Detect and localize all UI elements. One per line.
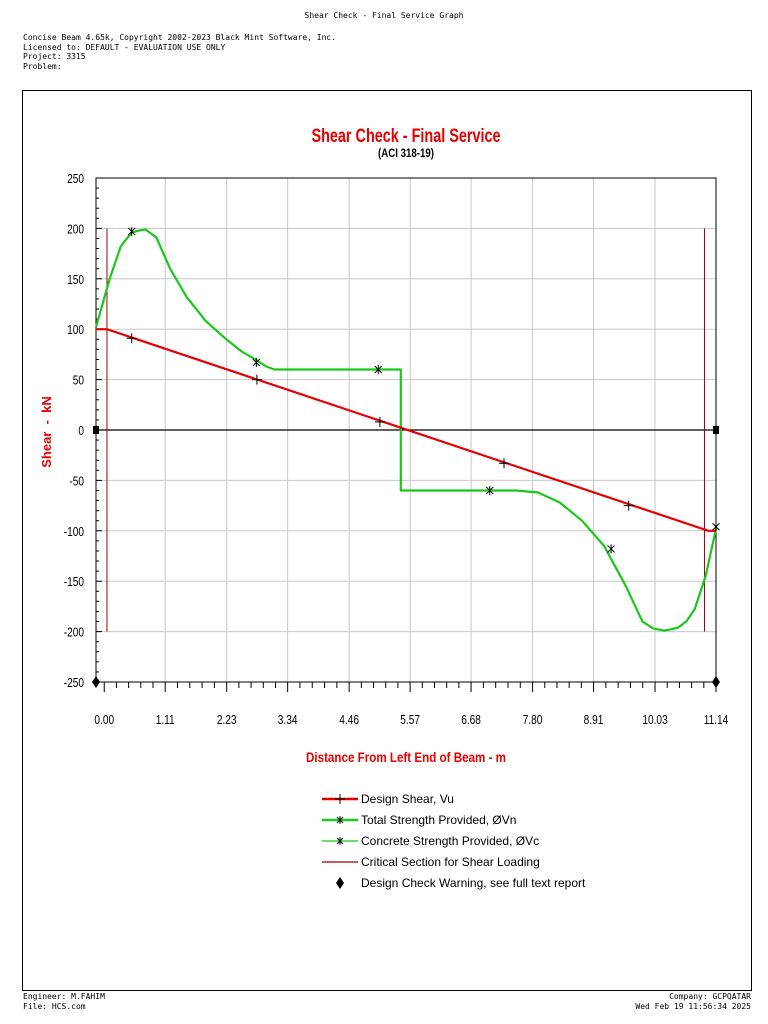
- total-strength-marker: [252, 357, 261, 367]
- design-shear-line: [96, 328, 716, 532]
- legend-label-design-warning: Design Check Warning, see full text repo…: [361, 875, 586, 890]
- y-tick-labels: 250 200 150 100 50 0 -50 -100 -150 -200 -250: [64, 172, 85, 690]
- x-tick-label: 10.03: [642, 713, 667, 727]
- x-tick-label: 5.57: [400, 713, 420, 727]
- legend-swatch-design-shear: [322, 793, 358, 804]
- header-info: Concise Beam 4.65k, Copyright 2002-2023 …: [23, 33, 336, 71]
- date-line: Wed Feb 19 11:56:34 2025: [635, 1001, 751, 1011]
- y-tick-label: -150: [64, 575, 85, 589]
- file-line: File: HCS.com: [23, 1001, 86, 1011]
- total-strength-marker: [712, 522, 720, 532]
- design-shear-marker: [126, 333, 137, 344]
- chart-title: Shear Check - Final Service: [312, 126, 501, 147]
- legend-label-concrete-strength: Concrete Strength Provided, ØVc: [361, 833, 540, 848]
- series: [94, 228, 718, 632]
- zero-line-end-left: [93, 426, 99, 434]
- design-shear-marker: [623, 500, 634, 511]
- copyright-line: Concise Beam 4.65k, Copyright 2002-2023 …: [23, 33, 337, 42]
- legend-swatch-design-warning: [336, 876, 344, 889]
- y-tick-label: 250: [67, 172, 84, 186]
- company-line: Company: GCPQATAR: [669, 992, 751, 1001]
- total-strength-marker: [607, 544, 615, 554]
- x-tick-label: 3.34: [278, 713, 298, 727]
- x-tick-label: 0.00: [94, 713, 114, 727]
- axes: [93, 177, 719, 692]
- x-axis-label: Distance From Left End of Beam - m: [306, 749, 506, 765]
- legend-label-design-shear: Design Shear, Vu: [361, 791, 454, 806]
- total-strength-marker: [127, 226, 136, 236]
- x-tick-label: 7.80: [523, 713, 543, 727]
- design-shear-marker: [499, 458, 510, 469]
- legend-label-critical-section: Critical Section for Shear Loading: [361, 854, 540, 869]
- x-tick-labels: 0.00 1.11 2.23 3.34 4.46 5.57 6.68 7.80 8.91 10.0…: [94, 713, 728, 727]
- y-tick-label: 0: [78, 424, 84, 438]
- document-title: Shear Check - Final Service Graph: [304, 11, 464, 20]
- design-warning-marker: [92, 676, 100, 688]
- markers: [92, 226, 720, 688]
- legend-swatch-total-strength: [322, 815, 358, 824]
- chart-frame: [22, 90, 752, 991]
- zero-line-end-right: [713, 426, 719, 434]
- legend-item-design-shear: Design Shear, Vu: [320, 788, 585, 809]
- legend-swatch-critical-section: [322, 860, 358, 863]
- y-tick-label: -100: [64, 525, 85, 539]
- y-tick-label: 200: [67, 222, 84, 236]
- total-strength-marker: [485, 485, 494, 495]
- total-strength-marker: [374, 365, 383, 375]
- design-warning-marker: [712, 676, 720, 688]
- y-tick-label: 150: [67, 273, 84, 287]
- y-tick-label: 100: [67, 323, 84, 337]
- legend-item-concrete-strength: Concrete Strength Provided, ØVc: [320, 830, 585, 851]
- design-shear-marker: [374, 416, 385, 427]
- legend-swatch-concrete-strength: [322, 836, 358, 845]
- project-line: Project: 3315: [23, 52, 86, 61]
- legend-item-critical-section: Critical Section for Shear Loading: [320, 851, 585, 872]
- y-tick-label: 50: [73, 373, 85, 387]
- engineer-line: Engineer: M.FAHIM: [23, 992, 105, 1001]
- design-shear-marker: [251, 374, 262, 385]
- x-tick-label: 11.14: [704, 713, 729, 727]
- y-tick-label: -250: [64, 676, 85, 690]
- license-line: Licensed to: DEFAULT - EVALUATION USE ON…: [23, 42, 226, 52]
- legend-item-total-strength: Total Strength Provided, ØVn: [320, 809, 585, 830]
- problem-line: Problem:: [23, 61, 62, 71]
- chart-subtitle: (ACI 318-19): [378, 146, 434, 160]
- x-tick-label: 8.91: [584, 713, 604, 727]
- x-tick-label: 1.11: [156, 713, 175, 727]
- x-tick-label: 2.23: [217, 713, 237, 727]
- footer-right: Company: GCPQATAR Wed Feb 19 11:56:34 20…: [635, 992, 751, 1011]
- y-tick-label: -50: [69, 474, 84, 488]
- total-strength-line: [94, 228, 718, 632]
- y-tick-label: -200: [64, 625, 85, 639]
- footer-left: Engineer: M.FAHIM File: HCS.com: [23, 992, 105, 1011]
- y-axis-label: Shear - kN: [39, 396, 54, 468]
- x-tick-label: 4.46: [339, 713, 359, 727]
- chart-legend: Design Shear, Vu Total Strength Provided…: [320, 788, 585, 893]
- legend-label-total-strength: Total Strength Provided, ØVn: [361, 812, 517, 827]
- x-tick-label: 6.68: [461, 713, 481, 727]
- legend-item-design-warning: Design Check Warning, see full text repo…: [320, 872, 585, 893]
